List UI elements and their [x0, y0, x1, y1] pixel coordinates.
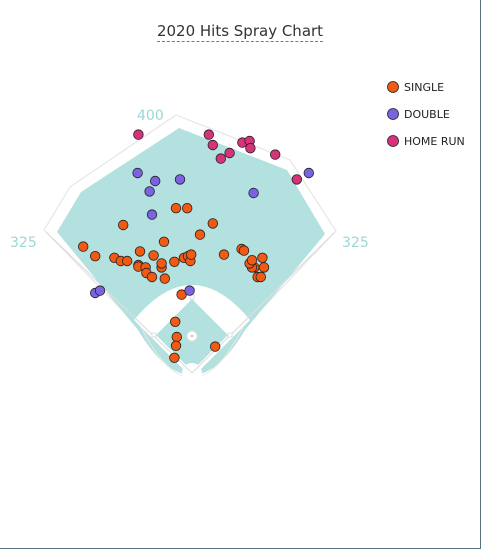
- hit-point-single[interactable]: [159, 273, 171, 284]
- hit-point-single[interactable]: [258, 262, 270, 273]
- hit-point-single[interactable]: [181, 202, 193, 214]
- hit-point-single[interactable]: [169, 352, 180, 364]
- hit-point-single[interactable]: [169, 256, 180, 268]
- hit-point-single[interactable]: [209, 341, 221, 352]
- hit-point-home-run[interactable]: [133, 129, 144, 140]
- hit-point-home-run[interactable]: [270, 149, 281, 160]
- hit-point-double[interactable]: [144, 186, 155, 197]
- hit-points: [77, 129, 315, 364]
- hit-point-double[interactable]: [94, 285, 106, 296]
- hit-point-home-run[interactable]: [224, 147, 235, 159]
- hit-point-single[interactable]: [218, 249, 230, 260]
- hit-point-home-run[interactable]: [291, 174, 303, 185]
- hit-point-double[interactable]: [149, 175, 161, 187]
- legend-label-double: DOUBLE: [404, 108, 450, 121]
- hit-point-single[interactable]: [170, 202, 182, 214]
- hit-point-single[interactable]: [77, 241, 89, 252]
- hit-point-double[interactable]: [303, 167, 315, 179]
- hit-point-double[interactable]: [184, 285, 195, 296]
- hit-point-double[interactable]: [248, 187, 259, 199]
- hit-point-single[interactable]: [146, 271, 158, 283]
- hit-point-single[interactable]: [156, 258, 167, 269]
- hit-point-single[interactable]: [170, 340, 182, 352]
- legend-label-home-run: HOME RUN: [404, 135, 465, 148]
- hit-point-single[interactable]: [171, 331, 183, 343]
- hit-point-single[interactable]: [207, 218, 219, 229]
- distance-label-center: 400: [137, 108, 164, 124]
- hit-point-double[interactable]: [146, 209, 158, 220]
- hit-point-double[interactable]: [174, 174, 186, 185]
- left-foul-line: [45, 231, 193, 374]
- hit-point-single[interactable]: [134, 246, 146, 257]
- hit-point-single[interactable]: [89, 251, 101, 262]
- chart-frame: [0, 0, 481, 549]
- legend: SINGLE DOUBLE HOME RUN: [387, 81, 465, 148]
- hit-point-single[interactable]: [148, 250, 159, 261]
- hit-point-home-run[interactable]: [203, 129, 215, 140]
- hit-point-single[interactable]: [238, 245, 250, 256]
- chart-title: 2020 Hits Spray Chart: [0, 22, 480, 42]
- legend-item-single[interactable]: SINGLE: [387, 81, 445, 94]
- hit-point-single[interactable]: [194, 229, 206, 240]
- legend-marker-home-run: [387, 135, 399, 147]
- hit-point-double[interactable]: [132, 167, 143, 179]
- legend-marker-double: [387, 108, 399, 120]
- third-base: [151, 332, 157, 338]
- hit-point-single[interactable]: [121, 255, 133, 267]
- legend-item-double[interactable]: DOUBLE: [387, 108, 450, 121]
- hit-point-single[interactable]: [117, 219, 129, 231]
- hit-point-home-run[interactable]: [215, 153, 227, 164]
- hit-point-single[interactable]: [255, 271, 266, 283]
- hit-point-single[interactable]: [185, 249, 197, 260]
- distance-label-left: 325: [10, 235, 37, 251]
- distance-label-right: 325: [342, 235, 369, 251]
- legend-item-home-run[interactable]: HOME RUN: [387, 135, 465, 148]
- chart-title-text: 2020 Hits Spray Chart: [156, 22, 324, 42]
- hit-point-single[interactable]: [257, 252, 268, 263]
- hit-point-single[interactable]: [246, 255, 258, 266]
- first-base: [227, 332, 233, 338]
- legend-label-single: SINGLE: [404, 81, 444, 94]
- hit-point-home-run[interactable]: [207, 139, 219, 151]
- hit-point-single[interactable]: [169, 316, 181, 328]
- hit-point-home-run[interactable]: [245, 142, 256, 154]
- hit-point-single[interactable]: [158, 236, 170, 248]
- legend-marker-single: [387, 81, 399, 93]
